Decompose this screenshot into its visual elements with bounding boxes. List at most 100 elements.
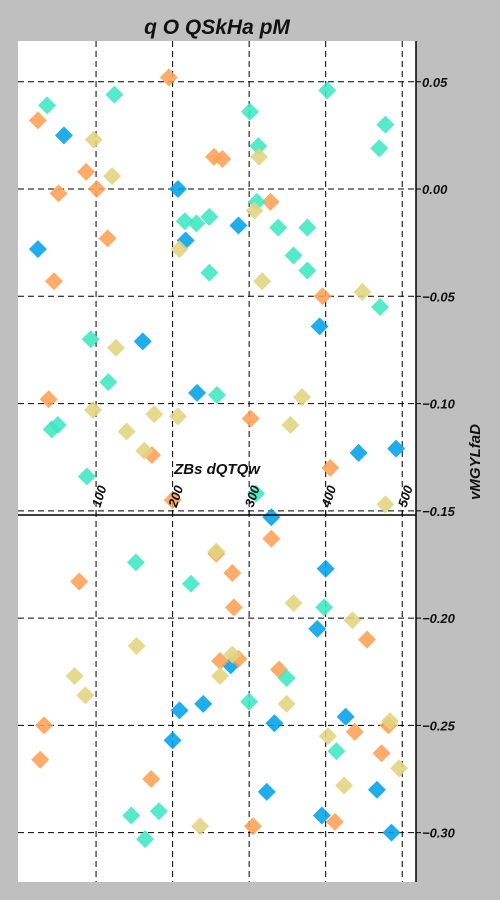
- point-s1-24: [358, 630, 377, 649]
- point-s0-10: [262, 508, 281, 527]
- point-s0-16: [265, 714, 284, 733]
- plot-area: [18, 41, 416, 882]
- point-s1-4: [87, 180, 106, 199]
- point-s0-21: [367, 780, 386, 799]
- point-s2-5: [376, 115, 395, 134]
- axes: [18, 41, 421, 882]
- x-axis-label: ZBs dQTQw: [173, 461, 261, 478]
- point-s0-22: [382, 823, 401, 842]
- point-s1-9: [213, 149, 232, 168]
- point-s1-19: [224, 598, 243, 617]
- point-s0-17: [336, 707, 355, 726]
- point-s1-25: [345, 722, 364, 741]
- point-s0-14: [170, 701, 189, 720]
- point-s0-18: [163, 731, 182, 750]
- point-s3-4: [245, 201, 264, 220]
- point-s3-12: [135, 441, 154, 460]
- point-s3-0: [84, 130, 103, 149]
- point-s2-27: [277, 669, 296, 688]
- point-s2-12: [298, 218, 317, 237]
- point-s2-29: [327, 742, 346, 761]
- point-s1-30: [142, 770, 161, 789]
- point-s3-2: [250, 147, 269, 166]
- point-s1-7: [159, 68, 178, 87]
- point-s3-16: [207, 542, 226, 561]
- point-s3-11: [117, 422, 136, 441]
- point-s2-15: [298, 261, 317, 280]
- point-s2-26: [315, 598, 334, 617]
- point-s2-19: [208, 385, 226, 404]
- point-s1-10: [261, 192, 280, 211]
- point-s0-5: [188, 383, 207, 402]
- x-tick-labels: 100 200 300 400 500: [89, 483, 416, 510]
- point-s2-4: [318, 81, 337, 100]
- point-s3-17: [284, 594, 303, 613]
- point-s3-6: [353, 283, 372, 302]
- y-tick-label-5: −0.20: [422, 611, 456, 626]
- point-s2-17: [81, 330, 100, 349]
- point-s0-3: [168, 180, 187, 199]
- y-axis-label: vMGYLfaD: [467, 424, 484, 500]
- point-s0-2: [133, 332, 152, 351]
- point-s1-0: [28, 111, 47, 130]
- point-s0-15: [194, 694, 213, 713]
- point-s2-0: [38, 96, 57, 115]
- point-s3-25: [318, 727, 337, 746]
- point-s1-5: [98, 229, 117, 248]
- point-s2-14: [200, 263, 219, 282]
- point-s2-11: [269, 218, 288, 237]
- point-s2-18: [99, 373, 118, 392]
- point-s2-22: [77, 467, 96, 486]
- point-s2-2: [240, 102, 259, 121]
- point-s2-16: [371, 298, 390, 317]
- point-s1-12: [241, 409, 260, 428]
- point-s2-10: [200, 207, 219, 226]
- point-s3-13: [281, 416, 300, 435]
- x-tick-label-1: 200: [165, 483, 187, 510]
- point-s1-29: [31, 750, 50, 769]
- point-s3-26: [335, 776, 354, 795]
- x-tick-label-0: 100: [89, 483, 110, 509]
- point-s2-1: [105, 85, 124, 104]
- y-tick-label-3: −0.10: [422, 397, 456, 412]
- x-tick-label-4: 500: [395, 483, 416, 509]
- point-s0-8: [349, 443, 368, 462]
- point-s2-13: [284, 246, 303, 265]
- y-tick-label-6: −0.25: [422, 718, 456, 733]
- point-s3-9: [145, 405, 164, 424]
- point-s0-1: [54, 126, 73, 145]
- point-s3-7: [106, 338, 125, 357]
- point-s3-1: [103, 167, 122, 186]
- x-tick-label-3: 400: [318, 483, 340, 510]
- point-s0-11: [316, 559, 335, 578]
- point-s1-20: [262, 529, 281, 548]
- point-s1-28: [35, 716, 54, 735]
- point-s1-18: [223, 564, 242, 583]
- point-s2-32: [136, 830, 155, 849]
- point-s3-20: [76, 686, 95, 705]
- point-s1-21: [211, 652, 230, 671]
- point-s1-3: [77, 162, 96, 181]
- point-s2-3: [249, 137, 268, 156]
- point-s3-19: [65, 667, 84, 686]
- point-s1-15: [321, 458, 340, 477]
- point-s2-25: [181, 574, 200, 593]
- point-s3-5: [253, 272, 272, 291]
- point-s1-11: [313, 287, 332, 306]
- point-s3-29: [191, 817, 210, 836]
- point-s1-6: [39, 390, 58, 409]
- point-s0-0: [28, 240, 47, 259]
- point-s3-3: [170, 240, 189, 259]
- point-s3-27: [380, 712, 399, 731]
- point-s2-30: [122, 806, 141, 825]
- point-s1-16: [70, 572, 89, 591]
- point-s1-2: [44, 272, 63, 291]
- point-s2-31: [149, 802, 168, 821]
- point-s3-15: [376, 495, 395, 514]
- y-tick-label-7: −0.30: [422, 826, 456, 841]
- point-s1-1: [49, 184, 68, 203]
- point-s3-28: [390, 759, 409, 778]
- point-s1-32: [325, 812, 344, 831]
- y-tick-labels: 0.05 0.00 −0.05 −0.10 −0.15 −0.20 −0.25 −0.30: [422, 75, 456, 841]
